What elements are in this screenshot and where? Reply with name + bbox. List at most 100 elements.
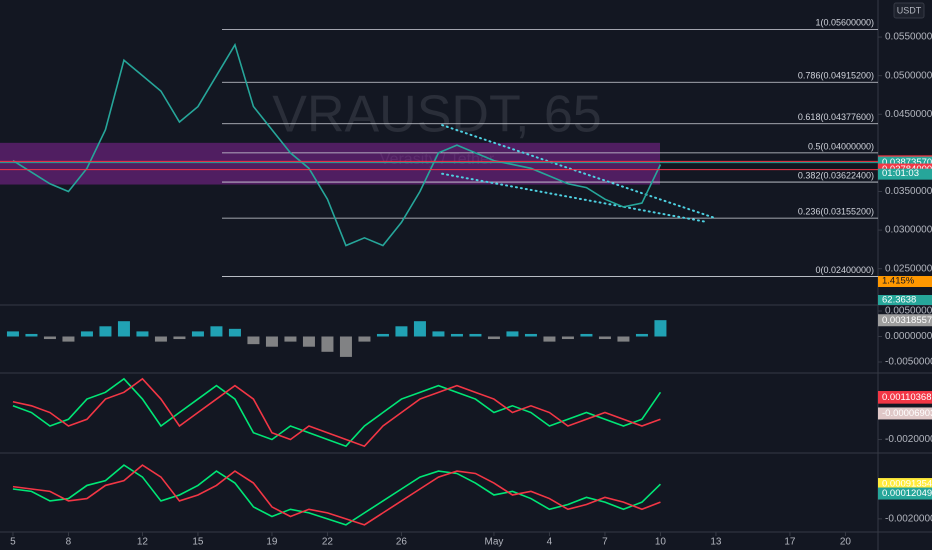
y-tick-label: 0.02500000 bbox=[885, 263, 932, 274]
trendline bbox=[441, 124, 716, 219]
x-tick-label: 13 bbox=[710, 537, 722, 548]
series-line bbox=[12, 42, 662, 247]
currency-box[interactable] bbox=[893, 2, 925, 19]
volume-label: 1.415% bbox=[882, 276, 915, 287]
price-label: 0.00110368 bbox=[882, 392, 932, 403]
x-tick-label: 15 bbox=[192, 537, 204, 548]
price-label: 0.03873570 bbox=[882, 157, 932, 168]
x-tick-label: 20 bbox=[840, 537, 852, 548]
y-tick-label: -0.00200000 bbox=[885, 514, 932, 525]
histogram-bar bbox=[210, 326, 223, 337]
rsi-box bbox=[878, 295, 932, 305]
histogram-bar bbox=[339, 336, 352, 357]
fib-label: 0(0.02400000) bbox=[815, 265, 874, 275]
fib-label: 1(0.05600000) bbox=[815, 18, 874, 28]
countdown: 01:01:03 bbox=[882, 168, 919, 179]
x-tick-label: 8 bbox=[66, 537, 72, 548]
price-label: 0.00318557 bbox=[882, 315, 932, 326]
x-tick-label: 4 bbox=[547, 537, 553, 548]
fib-label: 0.382(0.03622400) bbox=[798, 170, 874, 180]
histogram-bar bbox=[598, 336, 611, 340]
x-tick-label: May bbox=[484, 537, 503, 548]
price-label-box bbox=[878, 407, 932, 420]
x-tick-label: 12 bbox=[137, 537, 149, 548]
histogram-bar bbox=[265, 336, 278, 347]
histogram-bar bbox=[469, 333, 482, 337]
histogram-bar bbox=[99, 326, 112, 337]
histogram-bar bbox=[228, 328, 241, 337]
fib-label: 0.618(0.04377600) bbox=[798, 112, 874, 122]
fib-label: 0.236(0.03155200) bbox=[798, 206, 874, 216]
x-tick-label: 22 bbox=[322, 537, 334, 548]
histogram-bar bbox=[543, 336, 556, 342]
series-line bbox=[12, 464, 661, 526]
price-label-box bbox=[878, 478, 932, 491]
x-tick-label: 17 bbox=[784, 537, 796, 548]
currency[interactable]: USDT bbox=[897, 5, 922, 15]
y-tick-label: -0.00200000 bbox=[885, 434, 932, 445]
price-label: -0.00006903 bbox=[882, 408, 932, 419]
histogram-bar bbox=[395, 326, 408, 337]
watermark-sub: Verasity / Tether bbox=[380, 151, 495, 168]
watermark: VRAUSDT, 65 bbox=[272, 86, 601, 144]
histogram-bar bbox=[580, 333, 593, 337]
price-label-box bbox=[878, 391, 932, 404]
histogram-bar bbox=[154, 336, 167, 342]
x-tick-label: 19 bbox=[266, 537, 278, 548]
histogram-bar bbox=[302, 336, 315, 347]
histogram-bar bbox=[506, 331, 519, 337]
histogram-bar bbox=[117, 321, 130, 337]
price-label: 0.00091354 bbox=[882, 479, 932, 490]
histogram-bar bbox=[6, 331, 19, 337]
countdown-box bbox=[878, 168, 932, 180]
histogram-bar bbox=[413, 321, 426, 337]
range-band bbox=[0, 142, 660, 185]
x-tick-label: 26 bbox=[396, 537, 408, 548]
fib-label: 0.786(0.04915200) bbox=[798, 71, 874, 81]
series-line bbox=[12, 377, 662, 448]
histogram-bar bbox=[358, 336, 371, 342]
histogram-bar bbox=[450, 333, 463, 337]
price-label-box bbox=[878, 487, 932, 500]
histogram-bar bbox=[524, 333, 537, 337]
x-tick-label: 5 bbox=[10, 537, 16, 548]
histogram-bar bbox=[487, 336, 500, 340]
histogram-bar bbox=[247, 336, 260, 345]
histogram-bar bbox=[191, 331, 204, 337]
x-tick-label: 7 bbox=[602, 537, 608, 548]
histogram-bar bbox=[654, 320, 667, 337]
histogram-bar bbox=[62, 336, 75, 342]
series-line bbox=[12, 377, 661, 448]
price-label: 0.00012049 bbox=[882, 488, 932, 499]
histogram-bar bbox=[561, 336, 574, 340]
histogram-bar bbox=[136, 331, 149, 337]
histogram-bar bbox=[635, 333, 648, 337]
fib-label: 0.5(0.04000000) bbox=[808, 141, 874, 151]
histogram-bar bbox=[321, 336, 334, 352]
trendline bbox=[441, 172, 706, 223]
y-tick-label: 0.00000000 bbox=[885, 331, 932, 342]
histogram-bar bbox=[80, 331, 93, 337]
volume-box bbox=[878, 276, 932, 287]
histogram-bar bbox=[284, 336, 297, 342]
histogram-bar bbox=[617, 336, 630, 342]
histogram-bar bbox=[432, 331, 445, 337]
histogram-bar bbox=[376, 333, 389, 337]
price-label-box bbox=[878, 314, 932, 327]
x-tick-label: 10 bbox=[655, 537, 667, 548]
rsi-label: 62.3638 bbox=[882, 295, 916, 306]
histogram-bar bbox=[25, 333, 38, 337]
histogram-bar bbox=[173, 336, 186, 340]
series-line bbox=[12, 464, 661, 526]
histogram-bar bbox=[43, 336, 56, 340]
